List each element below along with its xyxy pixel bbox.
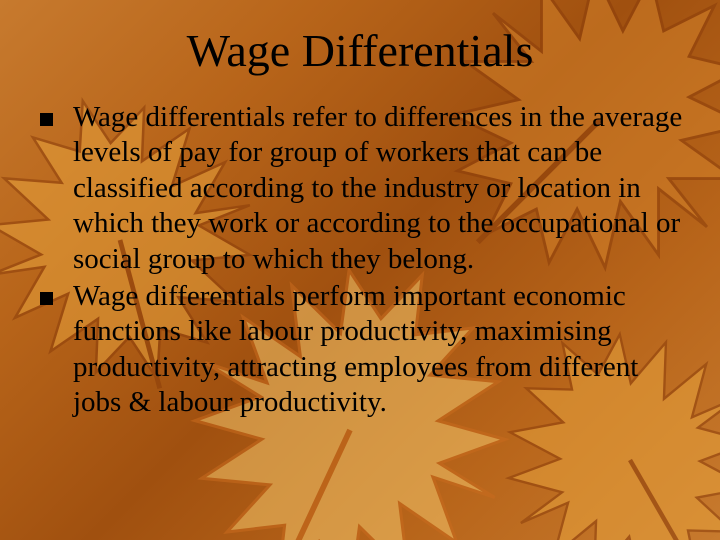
bullet-text: Wage differentials refer to differences … bbox=[73, 100, 690, 277]
list-item: Wage differentials perform important eco… bbox=[40, 279, 690, 421]
slide: Wage Differentials Wage differentials re… bbox=[0, 0, 720, 540]
bullet-icon bbox=[40, 292, 53, 305]
bullet-icon bbox=[40, 113, 53, 126]
list-item: Wage differentials refer to differences … bbox=[40, 100, 690, 277]
slide-body: Wage differentials refer to differences … bbox=[40, 100, 690, 422]
bullet-text: Wage differentials perform important eco… bbox=[73, 279, 690, 421]
slide-title: Wage Differentials bbox=[0, 24, 720, 77]
